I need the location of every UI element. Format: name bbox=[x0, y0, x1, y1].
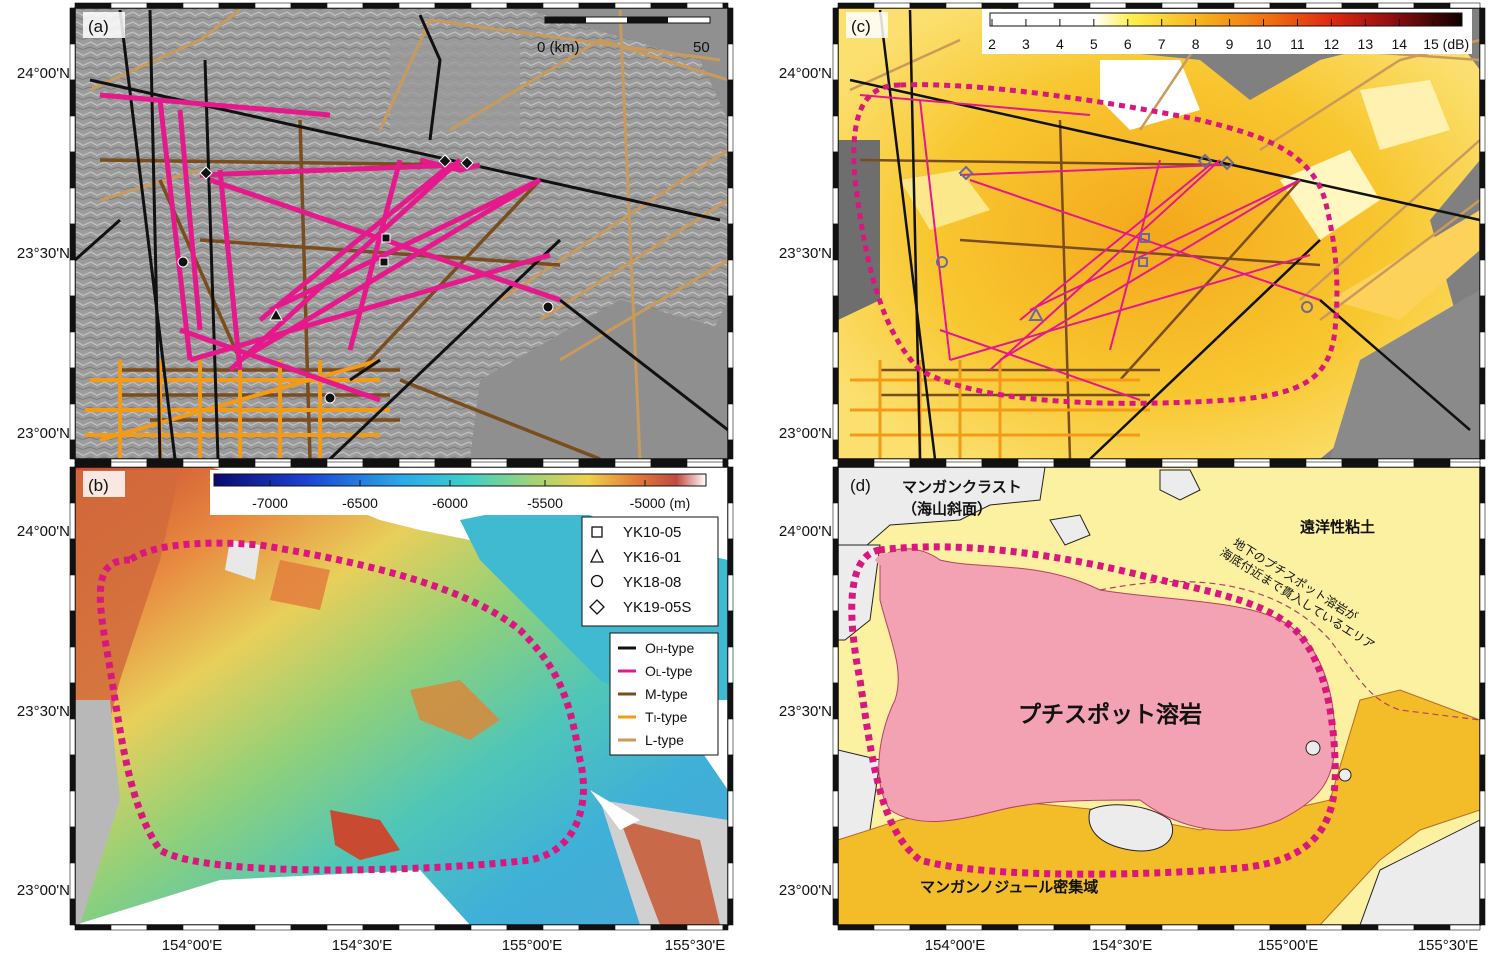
ti-type-tracks-a bbox=[85, 358, 390, 459]
panel-d: (d) マンガンクラスト （海山斜面） 遠洋性粘土 プチスポット溶岩 マンガンノ… bbox=[837, 466, 1481, 926]
panel-c: 2 3 4 5 6 7 8 9 10 11 12 13 14 15 (dB) (c) bbox=[837, 7, 1481, 460]
panel-b-bathymetry bbox=[75, 467, 728, 925]
lon-label-b-15430: 154°30'E bbox=[332, 937, 393, 954]
backscatter-colorbar: 2 3 4 5 6 7 8 9 10 11 12 13 14 15 (dB) bbox=[982, 9, 1472, 54]
ti-type-tracks-c bbox=[850, 360, 1150, 459]
lat-label-c-23: 23°00'N bbox=[779, 425, 832, 442]
backscatter-tick-label: 2 bbox=[988, 36, 996, 52]
m-type-tracks-a bbox=[99, 119, 601, 459]
scale-bar: 0 (km) 50 bbox=[537, 16, 711, 56]
type-legend-label: L-type bbox=[645, 732, 684, 748]
diamond-marker-icon bbox=[589, 599, 605, 615]
backscatter-tick-label: 15 (dB) bbox=[1423, 36, 1469, 52]
crust-label: マンガンクラスト bbox=[902, 479, 1022, 496]
lava-area bbox=[878, 548, 1336, 831]
square-marker-icon bbox=[591, 526, 603, 538]
nodule-label: マンガンノジュール密集域 bbox=[920, 878, 1098, 896]
backscatter-tick-label: 5 bbox=[1090, 36, 1098, 52]
panel-b-tag: (b) bbox=[88, 476, 109, 495]
lat-label-a-23: 23°00'N bbox=[17, 425, 70, 442]
lat-label-d-2330: 23°30'N bbox=[779, 703, 832, 720]
type-legend-label: OL-type bbox=[645, 663, 693, 679]
type-legend-label: OH-type bbox=[645, 640, 694, 656]
lat-label-d-24: 24°00'N bbox=[779, 523, 832, 540]
scale-bar-end: 50 bbox=[693, 39, 710, 56]
lon-label-b-15530: 155°30'E bbox=[665, 937, 726, 954]
lon-label-d-15530: 155°30'E bbox=[1418, 937, 1479, 954]
lat-label-c-2330: 23°30'N bbox=[779, 245, 832, 262]
backscatter-tick-label: 14 bbox=[1391, 36, 1407, 52]
backscatter-tick-label: 8 bbox=[1192, 36, 1200, 52]
lat-label-b-24: 24°00'N bbox=[17, 523, 70, 540]
panel-a-nodata bbox=[470, 300, 728, 459]
scale-bar-start: 0 (km) bbox=[537, 39, 580, 56]
cruise-legend-label: YK10-05 bbox=[623, 524, 681, 541]
type-legend-label: M-type bbox=[645, 686, 688, 702]
lon-label-b-155: 155°00'E bbox=[502, 937, 563, 954]
sample-markers-a bbox=[177, 154, 554, 404]
lon-label-d-154: 154°00'E bbox=[925, 937, 986, 954]
depth-tick-label: -6000 bbox=[432, 495, 468, 511]
lat-label-d-23: 23°00'N bbox=[779, 882, 832, 899]
cruise-legend-label: YK18-08 bbox=[623, 574, 681, 591]
type-legend-label: TI-type bbox=[645, 709, 688, 725]
cruise-legend: YK10-05 YK16-01 YK18-08 YK19-05S bbox=[581, 516, 719, 627]
backscatter-tick-label: 10 bbox=[1256, 36, 1272, 52]
petit-spot-outline-c bbox=[851, 82, 1340, 406]
oh-type-tracks-a bbox=[75, 9, 728, 459]
backscatter-tick-label: 7 bbox=[1158, 36, 1166, 52]
crust-sublabel: （海山斜面） bbox=[902, 500, 992, 518]
backscatter-tick-label: 6 bbox=[1124, 36, 1132, 52]
panel-b: -7000 -6500 -6000 -5500 -5000 (m) YK10-05 YK… bbox=[74, 466, 729, 926]
depth-tick-label: -7000 bbox=[252, 495, 288, 511]
backscatter-tick-label: 12 bbox=[1324, 36, 1340, 52]
petit-spot-outline-b bbox=[96, 539, 587, 874]
panel-d-tag: (d) bbox=[850, 476, 871, 495]
lava-label: プチスポット溶岩 bbox=[1018, 701, 1202, 727]
backscatter-tick-label: 3 bbox=[1022, 36, 1030, 52]
lon-label-b-154: 154°00'E bbox=[162, 937, 223, 954]
depth-colorbar: -7000 -6500 -6000 -5500 -5000 (m) bbox=[210, 470, 710, 515]
backscatter-tick-label: 11 bbox=[1290, 36, 1305, 52]
clay-label: 遠洋性粘土 bbox=[1300, 518, 1375, 536]
lat-label-a-2330: 23°30'N bbox=[17, 245, 70, 262]
cruise-legend-label: YK16-01 bbox=[623, 549, 681, 566]
sample-markers-c bbox=[936, 153, 1313, 321]
lon-label-d-15430: 154°30'E bbox=[1092, 937, 1153, 954]
lon-label-d-155: 155°00'E bbox=[1258, 937, 1319, 954]
lat-label-b-2330: 23°30'N bbox=[17, 703, 70, 720]
petit-spot-outline-d bbox=[848, 543, 1339, 878]
backscatter-tick-label: 4 bbox=[1056, 36, 1064, 52]
panel-a: 0 (km) 50 (a) bbox=[74, 7, 729, 460]
depth-tick-label: -5000 (m) bbox=[630, 495, 691, 511]
depth-tick-label: -5500 bbox=[527, 495, 563, 511]
lat-label-a-24: 24°00'N bbox=[17, 65, 70, 82]
triangle-marker-icon bbox=[589, 548, 605, 563]
panel-c-tag: (c) bbox=[851, 17, 871, 36]
panel-a-tag: (a) bbox=[88, 17, 109, 36]
map-frame-bars bbox=[69, 2, 1486, 931]
axis-labels: 24°00'N 23°30'N 23°00'N 24°00'N 23°30'N … bbox=[17, 65, 1478, 954]
ol-type-tracks-c bbox=[859, 94, 1321, 401]
circle-marker-icon bbox=[590, 574, 604, 588]
backscatter-tick-label: 13 bbox=[1358, 36, 1374, 52]
backscatter-tick-label: 9 bbox=[1226, 36, 1234, 52]
lat-label-b-23: 23°00'N bbox=[17, 882, 70, 899]
depth-tick-label: -6500 bbox=[342, 495, 378, 511]
type-legend: OH-type OL-type M-type TI-type L-type bbox=[609, 632, 719, 756]
cruise-legend-label: YK19-05S bbox=[623, 599, 691, 616]
lat-label-c-24: 24°00'N bbox=[779, 65, 832, 82]
